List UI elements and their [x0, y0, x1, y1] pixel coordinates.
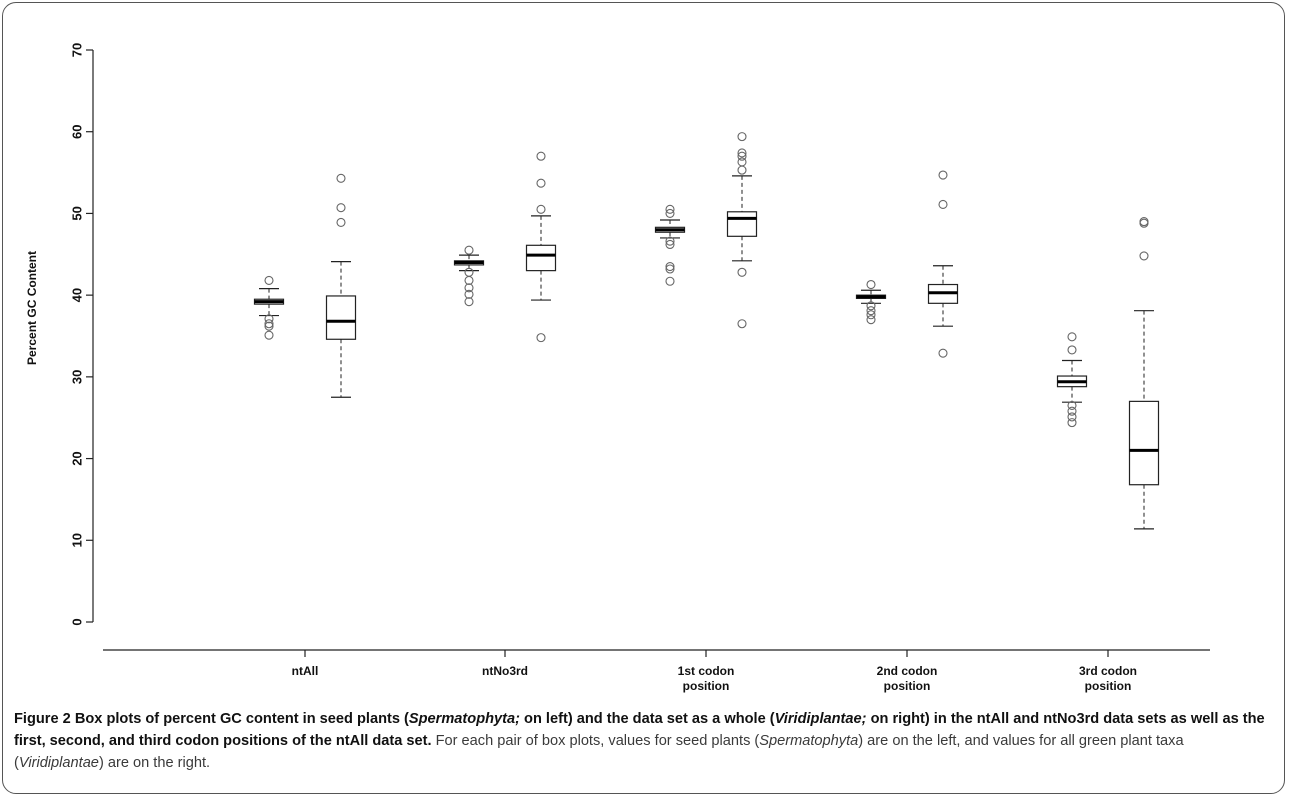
- caption-title-part: on left) and the data set as a whole (: [519, 711, 775, 727]
- caption-title-part: on right) in the ntAll and ntNo3rd data …: [14, 711, 1265, 749]
- boxplot-chart: 0 10 20 30 40 50 60 70 Percent GC Content ntAll nt…: [25, 43, 1210, 693]
- outlier-point: [536, 333, 546, 343]
- outlier-point: [1067, 332, 1077, 342]
- outlier-point: [866, 279, 876, 290]
- outlier-point: [536, 178, 546, 188]
- outlier-point: [938, 170, 948, 180]
- x-category-label: position: [1085, 679, 1132, 693]
- caption-title-italic: Spermatophyta;: [408, 711, 520, 727]
- outlier-point: [938, 199, 948, 209]
- x-category-label: 2nd codon: [877, 664, 938, 678]
- outlier-point: [536, 204, 546, 214]
- y-tick-label: 30: [69, 370, 84, 384]
- box-iqr: [726, 211, 758, 237]
- outlier-point: [464, 245, 474, 255]
- y-tick-label: 50: [69, 206, 84, 220]
- outlier-point: [665, 264, 675, 274]
- outlier-point: [866, 310, 876, 320]
- outlier-point: [737, 151, 747, 161]
- outlier-point: [866, 315, 876, 325]
- outlier-point: [665, 204, 675, 214]
- outlier-point: [938, 348, 948, 358]
- y-tick-label: 70: [69, 43, 84, 57]
- outlier-point: [665, 276, 675, 286]
- outlier-point: [264, 330, 274, 340]
- caption-body-part: For each pair of box plots, values for s…: [431, 733, 760, 749]
- outlier-point: [737, 319, 747, 329]
- outlier-point: [264, 319, 274, 329]
- outlier-point: [737, 165, 747, 175]
- outlier-point: [665, 236, 675, 246]
- outlier-point: [1139, 251, 1149, 261]
- outlier-point: [737, 267, 747, 277]
- plot-marks: [253, 132, 1160, 530]
- caption-body-italic: Viridiplantae: [18, 755, 99, 771]
- outlier-point: [1067, 418, 1077, 428]
- outlier-point: [464, 267, 474, 277]
- outlier-point: [464, 297, 474, 307]
- outlier-point: [464, 275, 474, 285]
- outlier-point: [1139, 217, 1149, 227]
- x-category-label: ntAll: [292, 664, 319, 678]
- box-iqr: [525, 244, 557, 272]
- outlier-point: [264, 275, 274, 285]
- caption-title-part: Box plots of percent GC content in seed …: [70, 711, 409, 727]
- outlier-point: [866, 301, 876, 311]
- x-category-label: position: [683, 679, 730, 693]
- outlier-point: [1067, 406, 1077, 416]
- outlier-point: [264, 314, 274, 324]
- outlier-point: [464, 289, 474, 299]
- y-tick-label: 40: [69, 288, 84, 302]
- caption-body-part: ) are on the left, and values for all gr…: [14, 733, 1184, 771]
- outlier-point: [737, 132, 747, 142]
- x-category-label: ntNo3rd: [482, 664, 528, 678]
- outlier-point: [1067, 345, 1077, 355]
- x-category-label: 3rd codon: [1079, 664, 1137, 678]
- y-tick-label: 0: [69, 618, 84, 625]
- outlier-point: [336, 173, 346, 183]
- y-tick-label: 60: [69, 124, 84, 138]
- box-iqr: [1128, 400, 1160, 486]
- outlier-point: [1067, 400, 1077, 411]
- caption-body-italic: Spermatophyta: [759, 733, 859, 749]
- outlier-point: [264, 321, 274, 331]
- outlier-point: [866, 306, 876, 316]
- outlier-point: [1067, 412, 1077, 422]
- y-axis-title: Percent GC Content: [25, 251, 39, 365]
- y-tick-label: 20: [69, 451, 84, 465]
- outlier-point: [464, 283, 474, 293]
- outlier-point: [737, 148, 747, 158]
- caption-label: Figure 2: [14, 711, 71, 727]
- outlier-point: [665, 239, 675, 250]
- outlier-point: [536, 151, 546, 161]
- outlier-point: [336, 203, 346, 213]
- y-tick-label: 10: [69, 533, 84, 547]
- outlier-point: [737, 157, 747, 167]
- x-category-label: position: [884, 679, 931, 693]
- caption-body-part: ) are on the right.: [98, 755, 211, 771]
- caption-title-italic: Viridiplantae;: [774, 711, 867, 727]
- outlier-point: [665, 261, 675, 272]
- plot-axes: 0 10 20 30 40 50 60 70 Percent GC Content ntAll nt…: [25, 43, 1210, 693]
- figure-caption: Figure 2 Box plots of percent GC content…: [14, 708, 1276, 774]
- x-category-label: 1st codon: [678, 664, 735, 678]
- outlier-point: [665, 208, 675, 218]
- outlier-point: [336, 217, 346, 227]
- box-iqr: [325, 295, 357, 340]
